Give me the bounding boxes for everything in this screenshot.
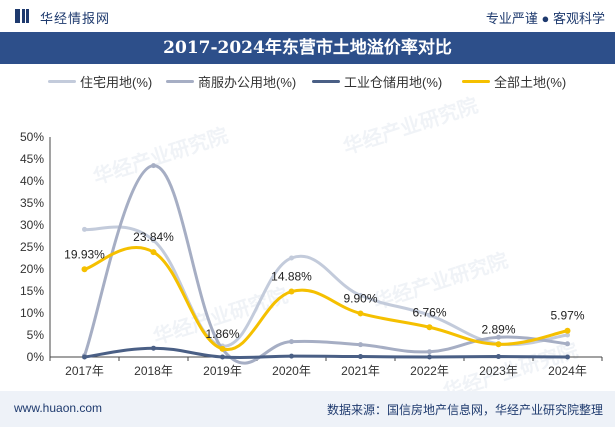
- x-tick-label: 2021年: [341, 364, 380, 378]
- legend-item-commercial: 商服办公用地(%): [166, 70, 296, 92]
- data-point-1: [289, 339, 294, 345]
- data-point-2: [151, 345, 156, 351]
- data-point-2: [82, 354, 87, 360]
- y-tick-label: 45%: [20, 152, 44, 166]
- y-tick-label: 35%: [20, 196, 44, 210]
- data-point-3: [426, 324, 433, 331]
- y-tick-label: 40%: [20, 174, 44, 188]
- tagline: 专业严谨 ● 客观科学: [485, 11, 605, 26]
- footer-bar: www.huaon.com 数据来源：国信房地产信息网，华经产业研究院整理: [0, 391, 615, 427]
- data-point-3: [495, 341, 502, 348]
- data-point-2: [289, 353, 294, 359]
- legend-swatch-commercial: [166, 79, 194, 83]
- data-point-0: [151, 237, 156, 243]
- y-tick-label: 5%: [27, 328, 45, 342]
- data-point-0: [565, 332, 570, 338]
- series-line-3: [83, 245, 569, 351]
- legend-item-all-land: 全部土地(%): [462, 70, 566, 92]
- legend-item-residential: 住宅用地(%): [48, 70, 152, 92]
- data-point-1: [496, 334, 501, 340]
- data-point-0: [427, 312, 432, 318]
- data-point-2: [565, 354, 570, 360]
- chart-legend: 住宅用地(%) 商服办公用地(%) 工业仓储用地(%) 全部土地(%): [0, 70, 615, 92]
- data-point-2: [496, 354, 501, 360]
- data-point-0: [289, 255, 294, 261]
- data-point-0: [82, 226, 87, 232]
- x-tick-label: 2018年: [134, 364, 173, 378]
- data-label: 19.93%: [64, 247, 105, 261]
- data-point-3: [219, 345, 226, 352]
- data-label: 14.88%: [271, 270, 312, 284]
- y-tick-label: 20%: [20, 262, 44, 276]
- chart-title: 2017-2024年东营市土地溢价率对比: [0, 32, 615, 64]
- x-tick-label: 2023年: [479, 364, 518, 378]
- data-point-2: [427, 354, 432, 360]
- series-line-2: [83, 346, 569, 360]
- data-label: 6.76%: [412, 305, 446, 319]
- brand-name: 华经情报网: [40, 11, 111, 26]
- x-tick-label: 2022年: [410, 364, 449, 378]
- data-label: 5.97%: [550, 309, 584, 323]
- legend-swatch-all-land: [462, 79, 490, 83]
- footer-url: www.huaon.com: [14, 401, 103, 415]
- legend-swatch-residential: [48, 79, 76, 83]
- data-label: 2.89%: [481, 322, 515, 336]
- legend-label-commercial: 商服办公用地(%): [198, 74, 297, 90]
- header-bar: 华经情报网 专业严谨 ● 客观科学: [0, 0, 615, 32]
- y-tick-label: 15%: [20, 284, 44, 298]
- line-chart: 0% 5% 10% 15% 20% 25% 30% 35% 40% 45% 50% 2017年 2018…: [20, 130, 603, 378]
- data-point-3: [150, 249, 157, 256]
- y-tick-label: 10%: [20, 306, 44, 320]
- data-point-3: [357, 310, 364, 317]
- y-tick-label: 25%: [20, 240, 44, 254]
- data-point-3: [288, 288, 295, 295]
- data-label: 1.86%: [205, 327, 239, 341]
- x-tick-label: 2020年: [272, 364, 311, 378]
- data-point-1: [358, 342, 363, 348]
- legend-label-industrial: 工业仓储用地(%): [344, 74, 443, 90]
- y-tick-label: 50%: [20, 130, 44, 144]
- legend-label-all-land: 全部土地(%): [494, 74, 567, 90]
- data-label: 9.90%: [343, 291, 377, 305]
- huajing-logo-icon: [15, 9, 29, 23]
- legend-label-residential: 住宅用地(%): [80, 74, 153, 90]
- data-point-1: [565, 341, 570, 347]
- y-tick-label: 30%: [20, 218, 44, 232]
- data-point-3: [81, 266, 88, 273]
- data-point-1: [427, 349, 432, 355]
- footer-source: 数据来源：国信房地产信息网，华经产业研究院整理: [326, 403, 603, 417]
- data-point-3: [564, 327, 571, 334]
- legend-item-industrial: 工业仓储用地(%): [312, 70, 442, 92]
- x-tick-label: 2017年: [65, 364, 104, 378]
- x-tick-label: 2024年: [548, 364, 587, 378]
- x-tick-label: 2019年: [203, 364, 242, 378]
- data-point-0: [358, 292, 363, 298]
- legend-swatch-industrial: [312, 79, 340, 83]
- data-point-2: [358, 354, 363, 360]
- y-tick-label: 0%: [27, 350, 45, 364]
- data-label: 23.84%: [133, 230, 174, 244]
- data-point-2: [220, 354, 225, 360]
- data-point-1: [151, 163, 156, 169]
